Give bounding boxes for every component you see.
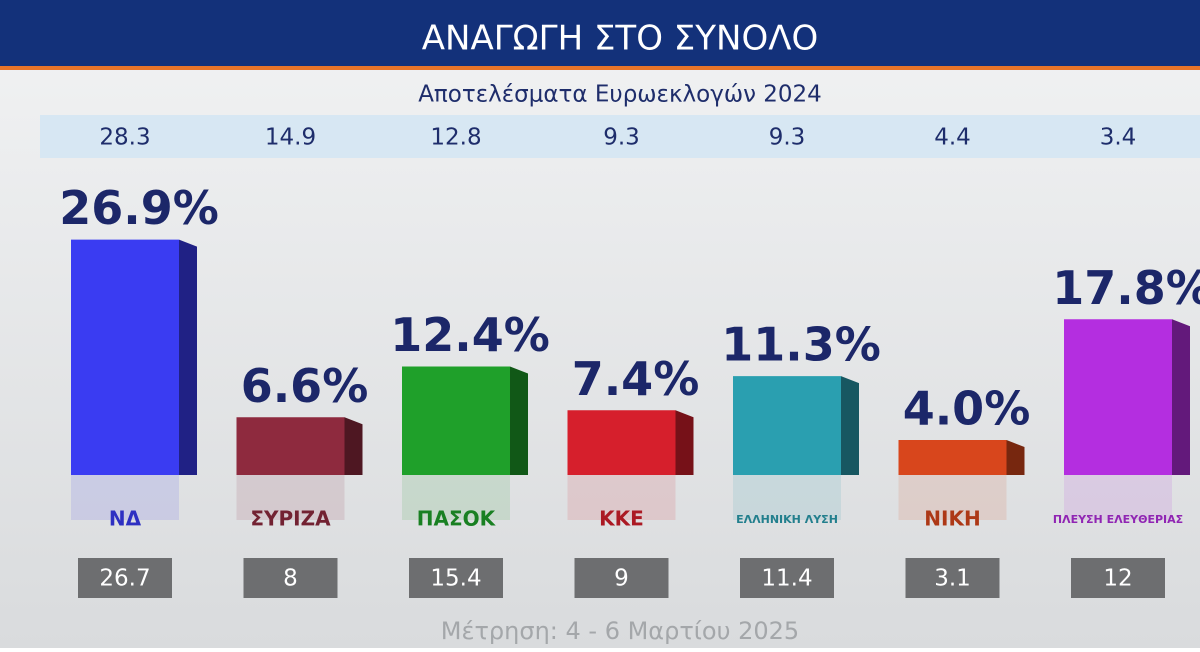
header-line bbox=[0, 66, 1200, 70]
party-logo: ΠΑΣΟΚ bbox=[417, 507, 497, 531]
value-label: 6.6% bbox=[241, 359, 369, 413]
value-label: 26.9% bbox=[59, 181, 219, 235]
previous-box bbox=[409, 558, 503, 598]
bar bbox=[567, 410, 676, 475]
previous-box bbox=[740, 558, 834, 598]
previous-box bbox=[1071, 558, 1165, 598]
value-label: 4.0% bbox=[903, 382, 1031, 436]
value-label: 17.8% bbox=[1052, 261, 1200, 315]
bar-reflection bbox=[733, 475, 841, 520]
party-logo: ΝΔ bbox=[109, 507, 142, 531]
reference-value: 3.4 bbox=[1100, 125, 1137, 151]
bar bbox=[236, 417, 345, 475]
previous-box bbox=[574, 558, 669, 598]
bar-side bbox=[675, 410, 694, 475]
bar-reflection bbox=[567, 475, 676, 520]
subtitle: Αποτελέσματα Ευρωεκλογών 2024 bbox=[418, 82, 822, 108]
party-logo: ΠΛΕΥΣΗ ΕΛΕΥΘΕΡΙΑΣ bbox=[1053, 513, 1183, 526]
bar-side bbox=[510, 366, 528, 475]
reference-value: 9.3 bbox=[603, 125, 640, 151]
reference-value: 4.4 bbox=[934, 125, 971, 151]
previous-value: 3.1 bbox=[934, 566, 971, 592]
footer: Μέτρηση: 4 - 6 Μαρτίου 2025 bbox=[441, 617, 799, 645]
previous-value: 9 bbox=[614, 566, 629, 592]
party-logo: ΕΛΛΗΝΙΚΗ ΛΥΣΗ bbox=[736, 513, 838, 526]
value-label: 11.3% bbox=[721, 318, 881, 372]
previous-value: 12 bbox=[1103, 566, 1132, 592]
bar-reflection bbox=[71, 475, 179, 520]
bar bbox=[733, 376, 841, 475]
bar-side bbox=[179, 239, 197, 475]
bar-reflection bbox=[1064, 475, 1172, 520]
bar-side bbox=[1006, 440, 1025, 475]
previous-value: 26.7 bbox=[99, 566, 150, 592]
bar bbox=[71, 239, 179, 475]
previous-value: 11.4 bbox=[761, 566, 812, 592]
reference-band bbox=[40, 115, 1200, 158]
previous-box bbox=[243, 558, 338, 598]
header-bar bbox=[0, 0, 1200, 66]
bar-reflection bbox=[402, 475, 510, 520]
value-label: 12.4% bbox=[390, 308, 550, 362]
bar bbox=[1064, 319, 1172, 475]
bar-reflection bbox=[236, 475, 345, 520]
bar bbox=[898, 440, 1007, 475]
reference-value: 14.9 bbox=[265, 125, 316, 151]
party-logo: ΣΥΡΙΖΑ bbox=[250, 507, 331, 531]
reference-value: 9.3 bbox=[769, 125, 806, 151]
bar-reflection bbox=[898, 475, 1007, 520]
previous-box bbox=[905, 558, 1000, 598]
chart-title: ΑΝΑΓΩΓΗ ΣΤΟ ΣΥΝΟΛΟ bbox=[422, 19, 818, 59]
previous-value: 8 bbox=[283, 566, 298, 592]
previous-box bbox=[78, 558, 172, 598]
party-logo: ΝΙΚΗ bbox=[924, 507, 980, 531]
previous-value: 15.4 bbox=[430, 566, 481, 592]
bar bbox=[402, 366, 510, 475]
bar-side bbox=[344, 417, 363, 475]
bar-side bbox=[841, 376, 859, 475]
bar-side bbox=[1172, 319, 1190, 475]
reference-value: 28.3 bbox=[99, 125, 150, 151]
party-logo: ΚΚΕ bbox=[599, 507, 644, 531]
reference-value: 12.8 bbox=[430, 125, 481, 151]
value-label: 7.4% bbox=[572, 352, 700, 406]
